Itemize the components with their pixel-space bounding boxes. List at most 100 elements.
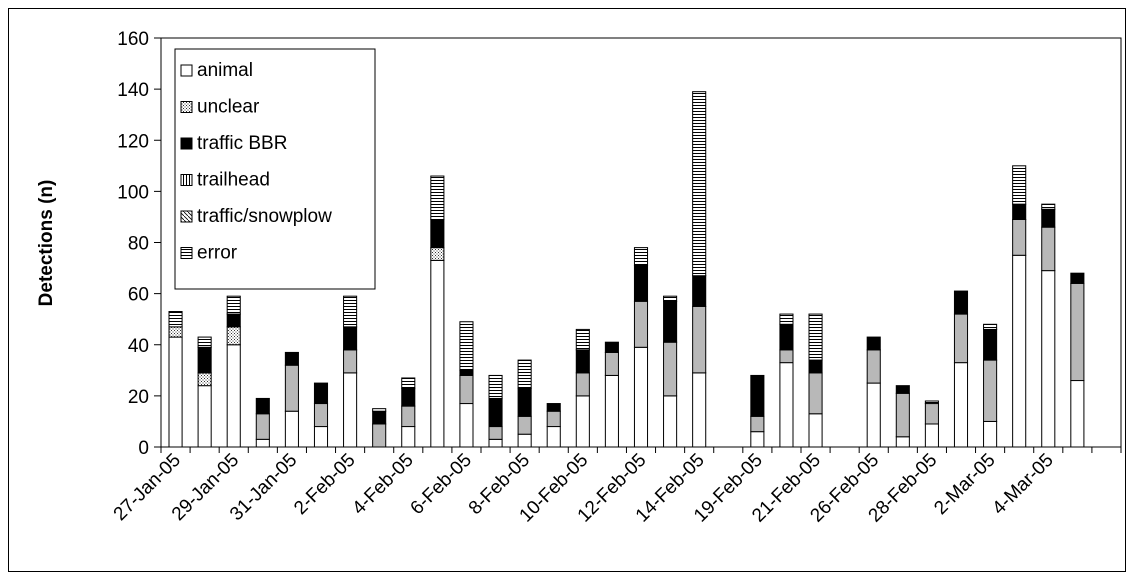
bar-animal-29-jan-05 <box>226 344 241 448</box>
bar-error-6-feb-05 <box>459 321 474 371</box>
bar-traffic-bbr-10-feb-05 <box>575 349 590 374</box>
legend-swatch-unclear <box>180 101 193 113</box>
y-axis-title: Detections (n) <box>36 180 57 307</box>
x-tick-label: 6-Feb-05 <box>407 450 476 519</box>
bar-traffic-snowplow-4-feb-05 <box>401 405 416 428</box>
bar-animal-28-jan-05 <box>197 385 212 448</box>
bar-error-4-mar-05 <box>1041 203 1056 210</box>
bar-traffic-snowplow-3-mar-05 <box>1012 218 1027 256</box>
bar-animal-1-feb-05 <box>313 426 329 448</box>
bar-traffic-snowplow-8-feb-05 <box>517 415 532 435</box>
x-tick-label: 2-Feb-05 <box>290 450 359 519</box>
bar-error-3-mar-05 <box>1012 165 1027 205</box>
bar-traffic-bbr-1-feb-05 <box>313 382 329 405</box>
bar-traffic-bbr-4-mar-05 <box>1041 208 1056 228</box>
bar-animal-2-mar-05 <box>983 420 998 448</box>
bar-traffic-bbr-6-feb-05 <box>459 369 474 376</box>
y-tick-label: 80 <box>128 234 149 255</box>
bar-traffic-snowplow-21-feb-05 <box>808 372 823 415</box>
bar-animal-5-mar-05 <box>1070 380 1085 448</box>
legend-swatch-traffic-snowplow <box>180 210 193 223</box>
y-axis: 0 20 40 60 80 100 120 140 160 <box>117 29 161 459</box>
bar-traffic-snowplow-31-jan-05 <box>284 364 299 412</box>
legend-swatch-animal <box>180 64 193 77</box>
bar-animal-4-mar-05 <box>1041 270 1056 448</box>
bar-animal-27-jan-05 <box>168 336 183 448</box>
x-tick-label: 2-Mar-05 <box>930 450 999 519</box>
bar-traffic-snowplow-20-feb-05 <box>779 349 794 364</box>
bar-unclear-29-jan-05 <box>226 326 241 346</box>
bar-error-2-mar-05 <box>983 323 998 330</box>
bar-animal-6-feb-05 <box>459 403 474 448</box>
legend-label-unclear: unclear <box>197 97 260 118</box>
bar-unclear-27-jan-05 <box>168 326 183 338</box>
bar-traffic-snowplow-2-mar-05 <box>983 359 998 422</box>
bar-traffic-snowplow-28-feb-05 <box>924 403 939 425</box>
bar-animal-14-feb-05 <box>692 372 707 448</box>
bar-traffic-snowplow-3-feb-05 <box>372 423 387 448</box>
bar-traffic-bbr-4-feb-05 <box>401 387 416 407</box>
bar-traffic-snowplow-5-mar-05 <box>1070 282 1085 382</box>
legend-label-traffic-snowplow: traffic/snowplow <box>197 206 332 227</box>
bar-animal-4-feb-05 <box>401 426 416 448</box>
bar-animal-31-jan-05 <box>284 410 299 448</box>
bar-animal-2-feb-05 <box>343 372 358 448</box>
bar-traffic-bbr-13-feb-05 <box>663 300 678 343</box>
bar-unclear-5-feb-05 <box>430 247 445 261</box>
bar-error-4-feb-05 <box>401 377 416 389</box>
bar-traffic-snowplow-11-feb-05 <box>604 351 619 376</box>
bar-traffic-snowplow-1-mar-05 <box>953 313 969 364</box>
bar-traffic-bbr-21-feb-05 <box>808 359 823 374</box>
bar-traffic-snowplow-13-feb-05 <box>663 341 678 397</box>
bar-animal-28-feb-05 <box>924 423 939 448</box>
bar-animal-11-feb-05 <box>604 374 619 448</box>
bar-error-20-feb-05 <box>779 313 794 325</box>
bar-animal-20-feb-05 <box>779 362 794 448</box>
bar-traffic-bbr-5-mar-05 <box>1070 272 1085 284</box>
bar-error-12-feb-05 <box>633 247 649 266</box>
bar-traffic-snowplow-9-feb-05 <box>546 410 561 428</box>
bar-animal-8-feb-05 <box>517 433 532 448</box>
y-tick-label: 0 <box>138 438 149 459</box>
bar-animal-27-feb-05 <box>895 436 910 448</box>
bar-error-14-feb-05 <box>692 91 707 277</box>
bar-traffic-bbr-3-feb-05 <box>372 410 387 425</box>
y-tick-label: 120 <box>117 131 149 152</box>
bar-traffic-snowplow-1-feb-05 <box>313 403 329 428</box>
bar-traffic-snowplow-10-feb-05 <box>575 372 590 397</box>
bar-traffic-bbr-8-feb-05 <box>517 387 532 417</box>
bar-error-2-feb-05 <box>343 295 358 328</box>
bar-error-5-feb-05 <box>430 175 445 220</box>
bar-animal-7-feb-05 <box>488 438 503 448</box>
bar-traffic-bbr-1-mar-05 <box>953 290 969 315</box>
bar-error-28-jan-05 <box>197 336 212 348</box>
y-tick-label: 60 <box>128 285 149 306</box>
bar-traffic-snowplow-19-feb-05 <box>750 415 765 433</box>
bar-animal-30-jan-05 <box>255 438 270 448</box>
bars-group <box>168 91 1085 448</box>
bar-error-7-feb-05 <box>488 374 503 399</box>
bar-traffic-bbr-2-feb-05 <box>343 326 358 351</box>
bar-animal-12-feb-05 <box>633 346 649 448</box>
y-tick-label: 160 <box>117 29 149 50</box>
bar-traffic-bbr-31-jan-05 <box>284 351 299 366</box>
y-tick-label: 20 <box>128 387 149 408</box>
bar-traffic-bbr-14-feb-05 <box>692 275 707 307</box>
bar-error-8-feb-05 <box>517 359 532 389</box>
bar-traffic-bbr-27-feb-05 <box>895 385 910 394</box>
bar-animal-10-feb-05 <box>575 395 590 448</box>
bar-traffic-bbr-9-feb-05 <box>546 403 561 412</box>
bar-traffic-snowplow-14-feb-05 <box>692 305 707 374</box>
y-tick-label: 100 <box>117 182 149 203</box>
bar-error-3-feb-05 <box>372 408 387 412</box>
legend-swatch-traffic-bbr <box>180 137 193 150</box>
bar-traffic-bbr-20-feb-05 <box>779 323 794 351</box>
bar-error-13-feb-05 <box>663 295 678 302</box>
x-axis: 27-Jan-0529-Jan-0531-Jan-052-Feb-054-Feb… <box>110 447 1122 527</box>
bar-animal-21-feb-05 <box>808 413 823 448</box>
x-tick-label: 4-Mar-05 <box>988 450 1057 519</box>
bar-traffic-bbr-19-feb-05 <box>750 374 765 417</box>
bar-traffic-bbr-28-jan-05 <box>197 346 212 374</box>
bar-traffic-snowplow-27-feb-05 <box>895 392 910 438</box>
bar-traffic-bbr-11-feb-05 <box>604 341 619 353</box>
